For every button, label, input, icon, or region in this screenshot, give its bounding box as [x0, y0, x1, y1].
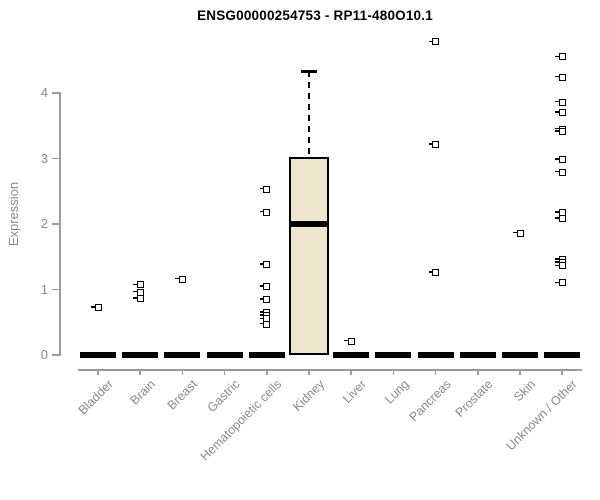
outlier-point	[555, 279, 566, 287]
y-axis-label: Expression	[6, 181, 21, 247]
median-line	[289, 221, 329, 227]
outlier-point	[555, 215, 566, 223]
category-label: Pancreas	[406, 377, 454, 425]
median-bar	[375, 352, 412, 358]
x-tick-mark	[561, 369, 563, 375]
median-bar	[502, 352, 538, 358]
outlier-point	[555, 262, 566, 270]
outlier-point	[344, 337, 355, 345]
y-tick-mark	[52, 354, 59, 356]
median-bar	[80, 352, 116, 358]
outlier-point	[555, 128, 566, 136]
outlier-point	[428, 141, 440, 149]
category-label: Brain	[127, 377, 159, 408]
outlier-point	[259, 185, 271, 193]
y-tick-label: 4	[40, 85, 48, 100]
outlier-point	[259, 320, 271, 328]
x-tick-mark	[392, 369, 395, 375]
whisker-cap	[301, 70, 317, 73]
outlier-point	[91, 304, 102, 312]
category-label: Hematopoietic cells	[198, 377, 285, 464]
category-label: Breast	[164, 377, 201, 413]
category-label: Prostate	[452, 377, 496, 420]
outlier-point	[555, 53, 566, 61]
median-bar	[544, 352, 581, 358]
outlier-point	[133, 288, 144, 296]
y-tick-label: 0	[40, 347, 48, 362]
outlier-point	[133, 295, 144, 303]
outlier-point	[428, 38, 440, 46]
outlier-point	[555, 98, 566, 106]
x-tick-mark	[97, 369, 99, 375]
outlier-point	[555, 109, 566, 117]
category-label: Skin	[510, 377, 538, 405]
median-bar	[164, 352, 201, 358]
outlier-point	[259, 295, 271, 303]
x-tick-mark	[139, 369, 141, 375]
median-bar	[459, 352, 496, 358]
median-bar	[333, 352, 370, 358]
y-tick-label: 2	[40, 216, 48, 231]
median-bar	[417, 352, 454, 358]
outlier-point	[259, 283, 271, 291]
outlier-point	[428, 268, 440, 276]
x-tick-mark	[266, 369, 268, 375]
category-label: Kidney	[289, 377, 327, 414]
category-label: Liver	[340, 377, 370, 407]
median-bar	[206, 352, 243, 358]
median-bar	[122, 352, 159, 358]
median-bar	[248, 352, 285, 358]
outlier-point	[259, 261, 271, 269]
y-tick-mark	[52, 92, 59, 94]
outlier-point	[555, 168, 566, 176]
outlier-point	[513, 229, 524, 237]
y-tick-mark	[52, 223, 59, 225]
category-label: Bladder	[75, 377, 116, 418]
outlier-point	[555, 156, 566, 164]
x-tick-mark	[434, 369, 437, 375]
y-tick-mark	[52, 157, 59, 160]
chart-title: ENSG00000254753 - RP11-480O10.1	[197, 8, 433, 23]
y-tick-mark	[52, 288, 59, 291]
x-tick-mark	[519, 369, 521, 375]
category-label: Lung	[381, 377, 412, 407]
outlier-point	[133, 281, 144, 289]
outlier-point	[175, 275, 186, 283]
y-tick-label: 3	[40, 150, 48, 166]
upper-whisker	[308, 71, 310, 158]
category-label: Gastric	[204, 377, 243, 415]
box-kidney	[289, 157, 329, 355]
x-tick-mark	[477, 369, 479, 375]
outlier-point	[259, 208, 271, 216]
x-tick-mark	[223, 369, 226, 375]
x-axis-line	[78, 369, 582, 371]
x-tick-mark	[350, 369, 352, 375]
x-tick-mark	[181, 369, 184, 375]
x-tick-mark	[308, 369, 310, 375]
y-tick-label: 1	[40, 281, 48, 297]
outlier-point	[555, 73, 566, 81]
y-axis-line	[59, 92, 61, 356]
